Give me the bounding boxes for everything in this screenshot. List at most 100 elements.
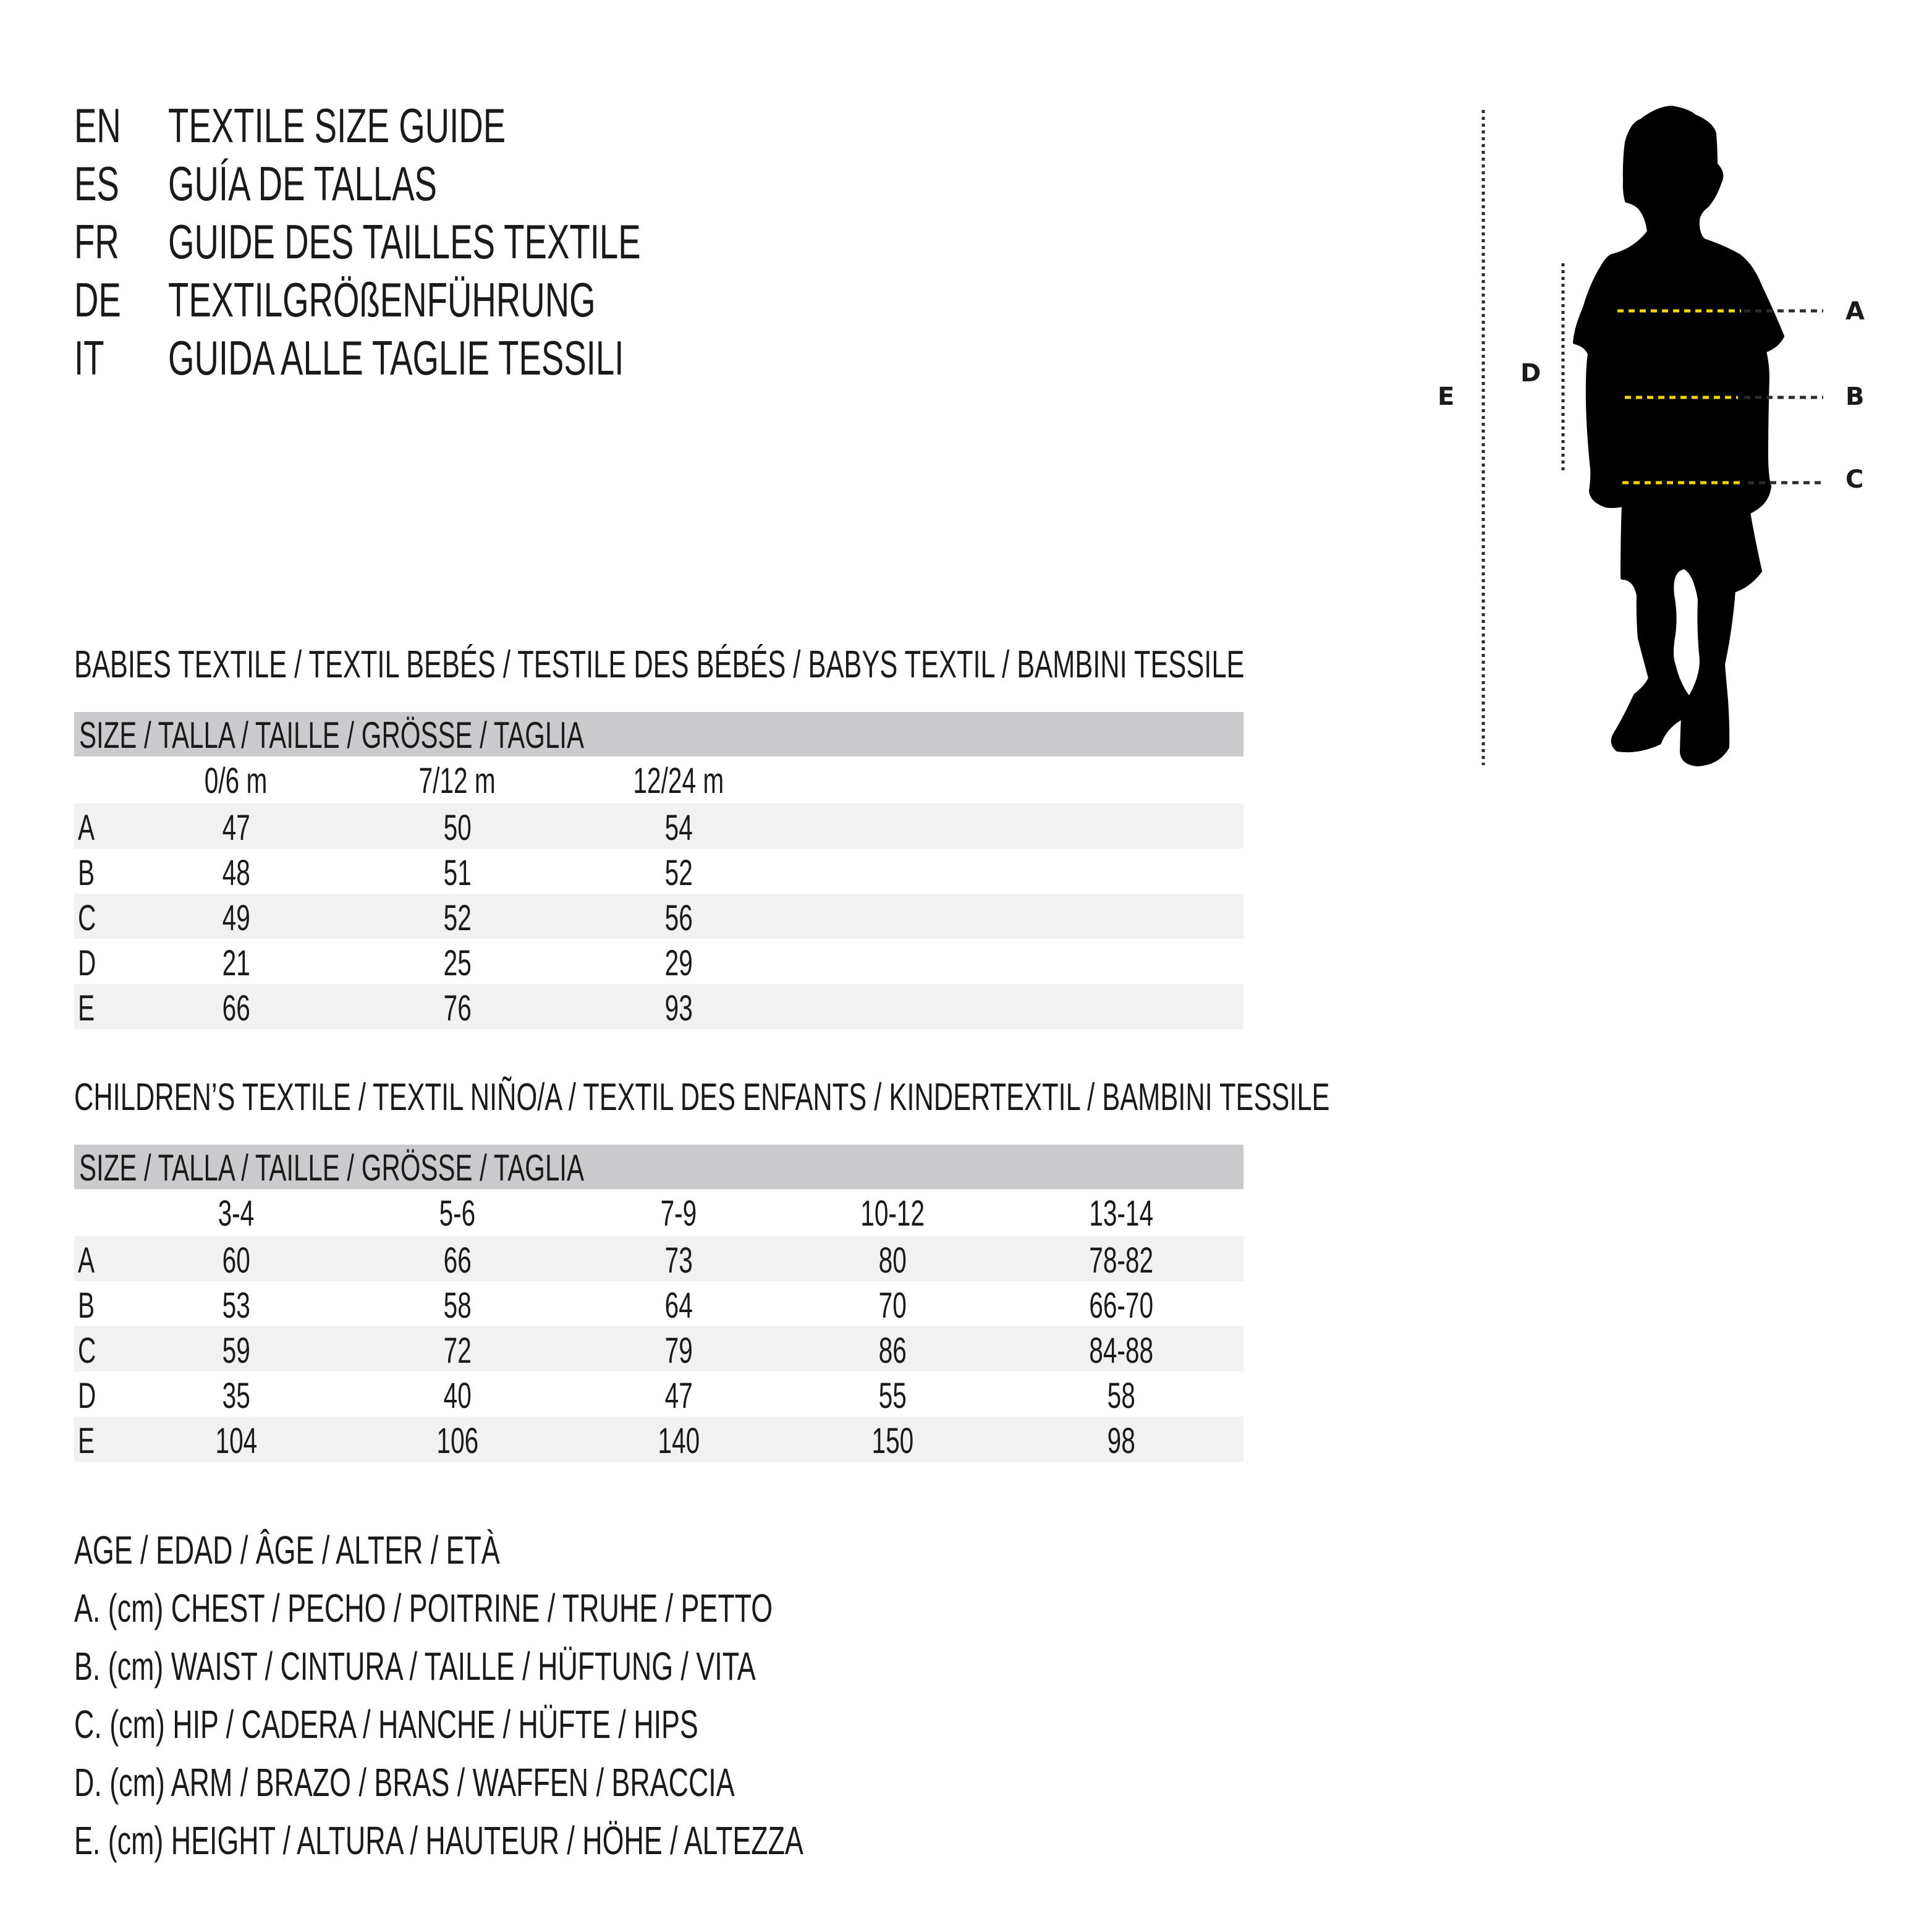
table-cell: 66 [143, 984, 329, 1033]
table-cell: 76 [365, 984, 550, 1033]
legend-text: A. (cm) CHEST / PECHO / POITRINE / TRUHE… [74, 1586, 773, 1630]
row-label-text: C [78, 898, 96, 938]
table-row: B 53 58 64 70 66-70 [74, 1281, 1244, 1326]
table-cell-value: 29 [664, 943, 693, 983]
column-header-text: 10-12 [860, 1193, 925, 1234]
column-header: 7-9 [586, 1189, 771, 1239]
table-cell-value: 47 [664, 1376, 693, 1416]
row-label-text: B [78, 853, 95, 893]
table-cell: 50 [365, 803, 550, 853]
row-label: D [78, 1371, 104, 1421]
row-label-text: E [78, 1421, 95, 1461]
column-header: 13-14 [1028, 1189, 1214, 1239]
child-silhouette-figure [1481, 106, 1823, 766]
legend-line: E. (cm) HEIGHT / ALTURA / HAUTEUR / HÖHE… [74, 1816, 1116, 1865]
row-label-text: B [78, 1286, 95, 1326]
column-header: 10-12 [800, 1189, 985, 1239]
table-cell-value: 98 [1107, 1421, 1135, 1461]
table-header: SIZE / TALLA / TAILLE / GRÖSSE / TAGLIA [74, 712, 1244, 756]
table-cell-value: 66 [222, 988, 250, 1028]
row-label-text: D [78, 943, 96, 983]
table-cell: 29 [586, 939, 771, 988]
table-cell: 73 [586, 1236, 771, 1286]
table-cell-value: 140 [658, 1421, 700, 1461]
table-cell-value: 80 [878, 1240, 907, 1281]
table-cell: 52 [365, 894, 550, 943]
child-silhouette-icon [1573, 106, 1784, 766]
table-cell-value: 58 [1107, 1376, 1135, 1416]
table-cell: 72 [365, 1326, 550, 1376]
table-cell: 84-88 [1028, 1326, 1214, 1376]
title-lang-code: DE [74, 273, 121, 327]
table-cell-value: 58 [443, 1286, 472, 1326]
legend-text: B. (cm) WAIST / CINTURA / TAILLE / HÜFTU… [74, 1644, 756, 1688]
title-lang-code: FR [74, 214, 119, 269]
label-c: C [1845, 465, 1864, 494]
table-row: A 60 66 73 80 78-82 [74, 1236, 1244, 1281]
table-header-text: SIZE / TALLA / TAILLE / GRÖSSE / TAGLIA [79, 714, 584, 756]
table-row: D 35 40 47 55 58 [74, 1371, 1244, 1417]
table-cell-value: 53 [222, 1286, 250, 1326]
row-label-text: C [78, 1331, 96, 1371]
title-text: TEXTILGRÖßENFÜHRUNG [168, 273, 596, 327]
table-cell-value: 79 [664, 1331, 693, 1371]
table-cell: 106 [365, 1417, 550, 1466]
table-cell-value: 51 [443, 853, 472, 893]
column-header: 0/6 m [143, 756, 329, 806]
table-cell-value: 93 [664, 988, 693, 1028]
column-header: 3-4 [143, 1189, 329, 1239]
label-d: D [1520, 359, 1541, 388]
legend-line: B. (cm) WAIST / CINTURA / TAILLE / HÜFTU… [74, 1642, 1048, 1691]
table-cell: 150 [800, 1417, 985, 1466]
table-cell-value: 47 [222, 808, 250, 848]
legend-line: A. (cm) CHEST / PECHO / POITRINE / TRUHE… [74, 1583, 1072, 1633]
table-cell-value: 150 [871, 1421, 913, 1461]
table-cell: 64 [586, 1281, 771, 1331]
babies-title-text: BABIES TEXTILE / TEXTIL BEBÉS / TESTILE … [74, 643, 1245, 686]
table-cell-value: 35 [222, 1376, 250, 1416]
column-header: 5-6 [365, 1189, 550, 1239]
table-cell: 58 [365, 1281, 550, 1331]
table-cell: 93 [586, 984, 771, 1033]
table-cell-value: 21 [222, 943, 250, 983]
table-cell-value: 40 [443, 1376, 472, 1416]
row-label-text: A [78, 1240, 95, 1281]
children-section-title: CHILDREN’S TEXTILE / TEXTIL NIÑO/A / TEX… [74, 1073, 1868, 1122]
table-cell-value: 49 [222, 898, 250, 938]
legend-line: AGE / EDAD / ÂGE / ALTER / ETÀ [74, 1525, 682, 1575]
table-cell: 59 [143, 1326, 329, 1376]
table-cell: 47 [143, 803, 329, 853]
table-cell: 140 [586, 1417, 771, 1466]
table-cell-value: 106 [436, 1421, 478, 1461]
table-cell: 60 [143, 1236, 329, 1286]
table-cell-value: 52 [664, 853, 693, 893]
title-lang-code: EN [74, 98, 121, 153]
table-row: C 59 72 79 86 84-88 [74, 1326, 1244, 1371]
table-cell-value: 66 [443, 1240, 472, 1281]
table-cell-value: 84-88 [1089, 1331, 1153, 1371]
row-label: D [78, 939, 104, 988]
children-size-table: SIZE / TALLA / TAILLE / GRÖSSE / TAGLIA 3… [74, 1145, 1244, 1462]
table-cell-value: 64 [664, 1286, 693, 1326]
column-header-text: 3-4 [218, 1193, 255, 1234]
title-text: GUIDE DES TAILLES TEXTILE [168, 214, 641, 269]
row-label: B [78, 849, 102, 898]
table-cell: 35 [143, 1371, 329, 1421]
table-row: E 66 76 93 [74, 984, 1244, 1029]
table-cell: 86 [800, 1326, 985, 1376]
table-cell: 98 [1028, 1417, 1214, 1466]
column-header-text: 7-9 [660, 1193, 697, 1234]
table-cell-value: 56 [664, 898, 693, 938]
table-row: E 104 106 140 150 98 [74, 1417, 1244, 1462]
column-header-text: 12/24 m [633, 761, 724, 801]
table-cell-value: 66-70 [1089, 1286, 1153, 1326]
table-cell: 49 [143, 894, 329, 943]
row-label: E [78, 1417, 102, 1466]
children-title-text: CHILDREN’S TEXTILE / TEXTIL NIÑO/A / TEX… [74, 1076, 1330, 1119]
title-lang-code: ES [74, 156, 119, 211]
column-header-text: 13-14 [1089, 1193, 1153, 1234]
table-cell-value: 86 [878, 1331, 907, 1371]
table-cell: 66 [365, 1236, 550, 1286]
column-header-row: 0/6 m 7/12 m 12/24 m [74, 756, 1244, 803]
table-cell-value: 52 [443, 898, 472, 938]
